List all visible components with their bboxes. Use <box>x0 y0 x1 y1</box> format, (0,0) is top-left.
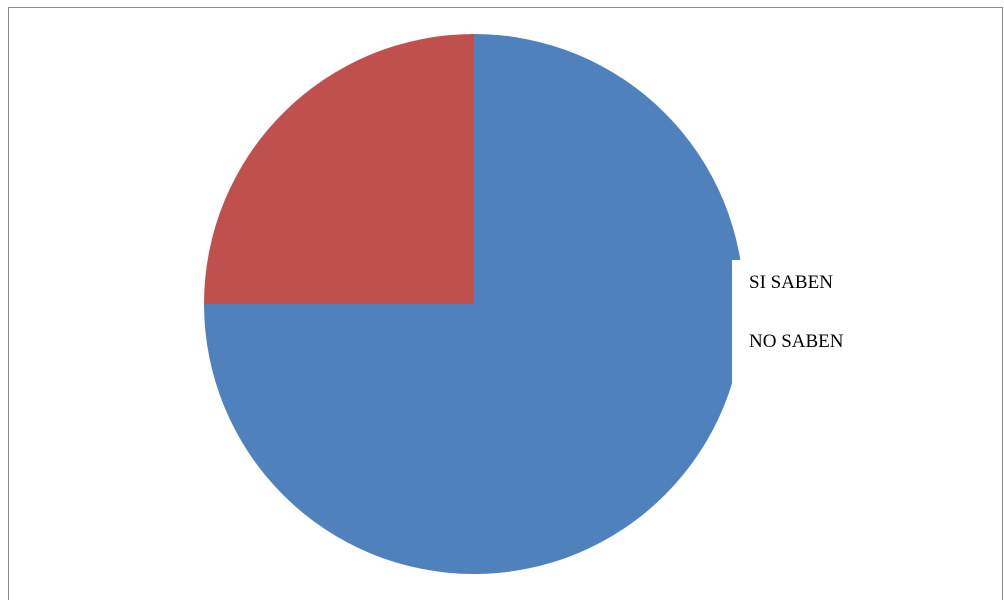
legend <box>732 260 842 390</box>
pie-slices <box>204 34 744 574</box>
legend-entry-no-saben: NO SABEN <box>749 331 844 352</box>
legend-entry-si-saben: SI SABEN <box>749 272 833 293</box>
pie-slice-no-saben <box>204 34 474 304</box>
